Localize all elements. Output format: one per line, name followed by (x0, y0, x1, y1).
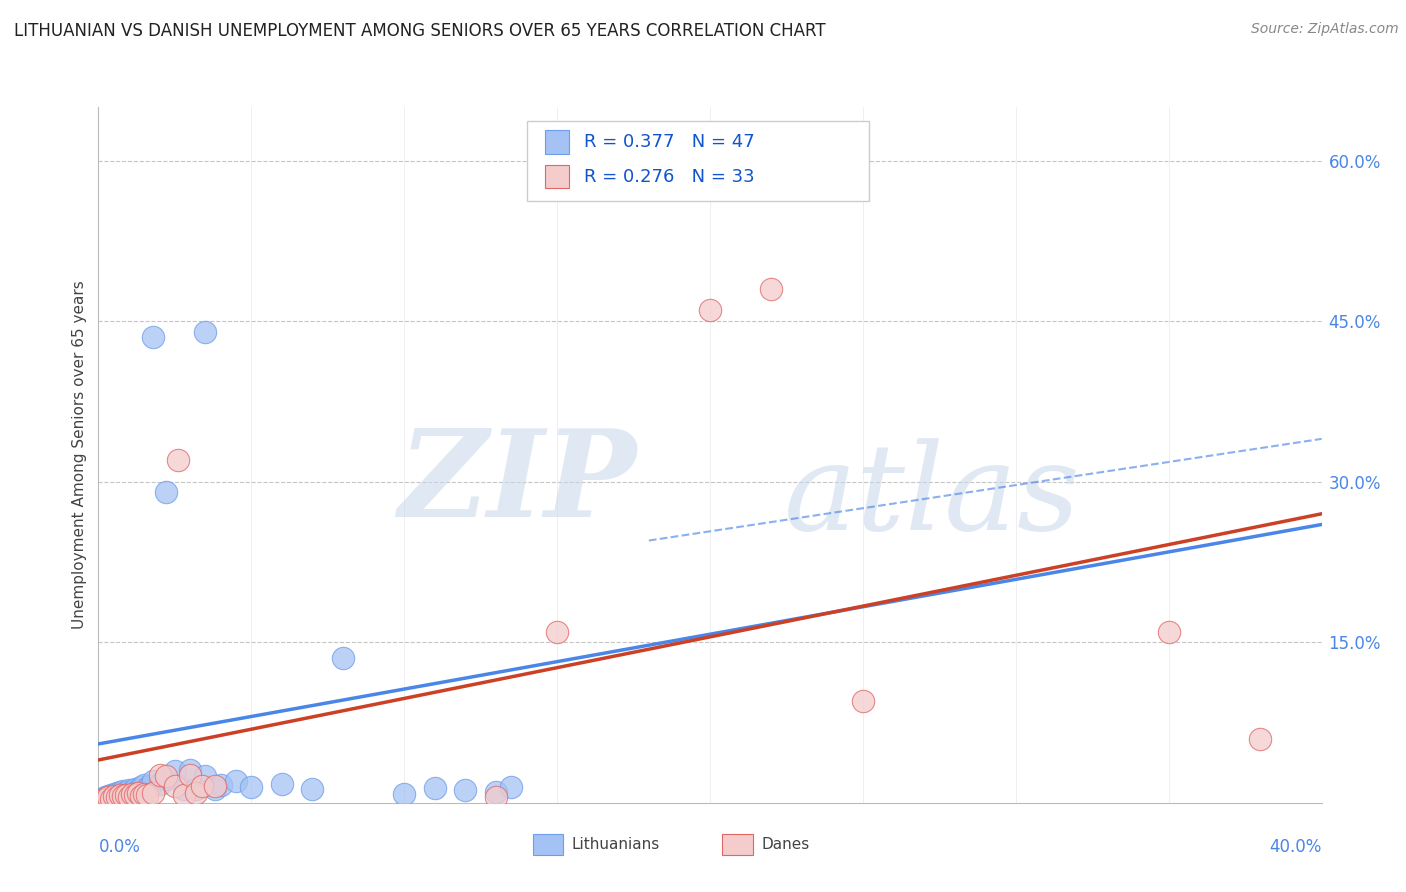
Point (103, 787, 125, 801)
Point (699, 303, 721, 318)
Text: Lithuanians: Lithuanians (572, 837, 659, 852)
Point (142, 786, 165, 800)
Point (100, 789, 122, 803)
Point (155, 485, 177, 500)
Point (118, 783, 141, 797)
Point (121, 784, 143, 798)
Point (127, 786, 149, 800)
Point (118, 787, 141, 801)
Point (225, 774, 247, 789)
Point (149, 768, 172, 782)
Point (100, 790, 122, 805)
Point (93, 790, 115, 805)
Point (103, 789, 125, 804)
Point (301, 781, 323, 796)
Point (136, 780, 159, 795)
Point (167, 453, 190, 467)
Y-axis label: Unemployment Among Seniors over 65 years: Unemployment Among Seniors over 65 years (72, 281, 87, 629)
Point (139, 779, 162, 793)
Point (155, 772, 177, 787)
Point (209, 778, 232, 792)
Point (194, 325, 217, 339)
Point (108, 787, 131, 801)
Point (115, 789, 138, 803)
Point (129, 789, 152, 804)
Point (163, 779, 186, 793)
Point (270, 776, 292, 790)
Point (155, 769, 177, 783)
Point (97, 792, 120, 806)
Point (759, 282, 782, 296)
Point (142, 774, 165, 789)
Point (194, 769, 217, 783)
Point (204, 781, 226, 796)
Point (108, 789, 131, 803)
Text: Source: ZipAtlas.com: Source: ZipAtlas.com (1251, 22, 1399, 37)
Point (332, 651, 354, 665)
Point (93, 791, 115, 805)
Point (124, 781, 146, 796)
Point (485, 790, 508, 805)
Point (136, 789, 159, 803)
Point (121, 787, 143, 801)
Point (240, 780, 263, 794)
Point (546, 624, 568, 639)
Point (103, 789, 125, 804)
FancyBboxPatch shape (533, 834, 564, 855)
Point (392, 787, 416, 801)
Point (454, 783, 477, 797)
Point (105, 789, 128, 803)
Point (501, 780, 523, 794)
Point (97, 790, 120, 805)
Point (105, 786, 128, 800)
Point (423, 780, 446, 795)
Point (204, 779, 226, 793)
Point (173, 789, 195, 803)
Point (186, 786, 208, 800)
Point (129, 780, 152, 794)
Point (118, 790, 141, 805)
Point (173, 781, 195, 796)
Point (111, 784, 134, 798)
Point (179, 768, 201, 782)
Text: Danes: Danes (762, 837, 810, 852)
Point (134, 778, 156, 792)
Point (105, 790, 128, 805)
FancyBboxPatch shape (526, 121, 869, 201)
Text: LITHUANIAN VS DANISH UNEMPLOYMENT AMONG SENIORS OVER 65 YEARS CORRELATION CHART: LITHUANIAN VS DANISH UNEMPLOYMENT AMONG … (14, 22, 825, 40)
Point (134, 787, 156, 801)
Point (90, 791, 112, 805)
Text: atlas: atlas (783, 438, 1080, 556)
Point (1157, 624, 1180, 639)
Point (108, 785, 131, 799)
FancyBboxPatch shape (723, 834, 752, 855)
Text: 0.0%: 0.0% (98, 838, 141, 855)
FancyBboxPatch shape (546, 165, 569, 188)
Point (179, 763, 201, 777)
Point (124, 789, 146, 803)
Point (163, 764, 186, 778)
Point (111, 786, 134, 800)
Point (127, 783, 149, 797)
Point (186, 781, 208, 796)
Point (191, 779, 214, 793)
FancyBboxPatch shape (546, 130, 569, 153)
Point (142, 330, 165, 344)
Text: 40.0%: 40.0% (1270, 838, 1322, 855)
Point (115, 785, 138, 799)
Point (100, 791, 122, 805)
Text: R = 0.276   N = 33: R = 0.276 N = 33 (583, 168, 754, 186)
Point (97, 789, 120, 804)
Point (1249, 731, 1271, 746)
Text: ZIP: ZIP (398, 424, 637, 542)
Point (149, 776, 172, 790)
Point (852, 694, 875, 708)
Text: R = 0.377   N = 47: R = 0.377 N = 47 (583, 133, 754, 151)
Point (111, 789, 134, 804)
Point (485, 785, 508, 799)
Point (90, 792, 112, 806)
